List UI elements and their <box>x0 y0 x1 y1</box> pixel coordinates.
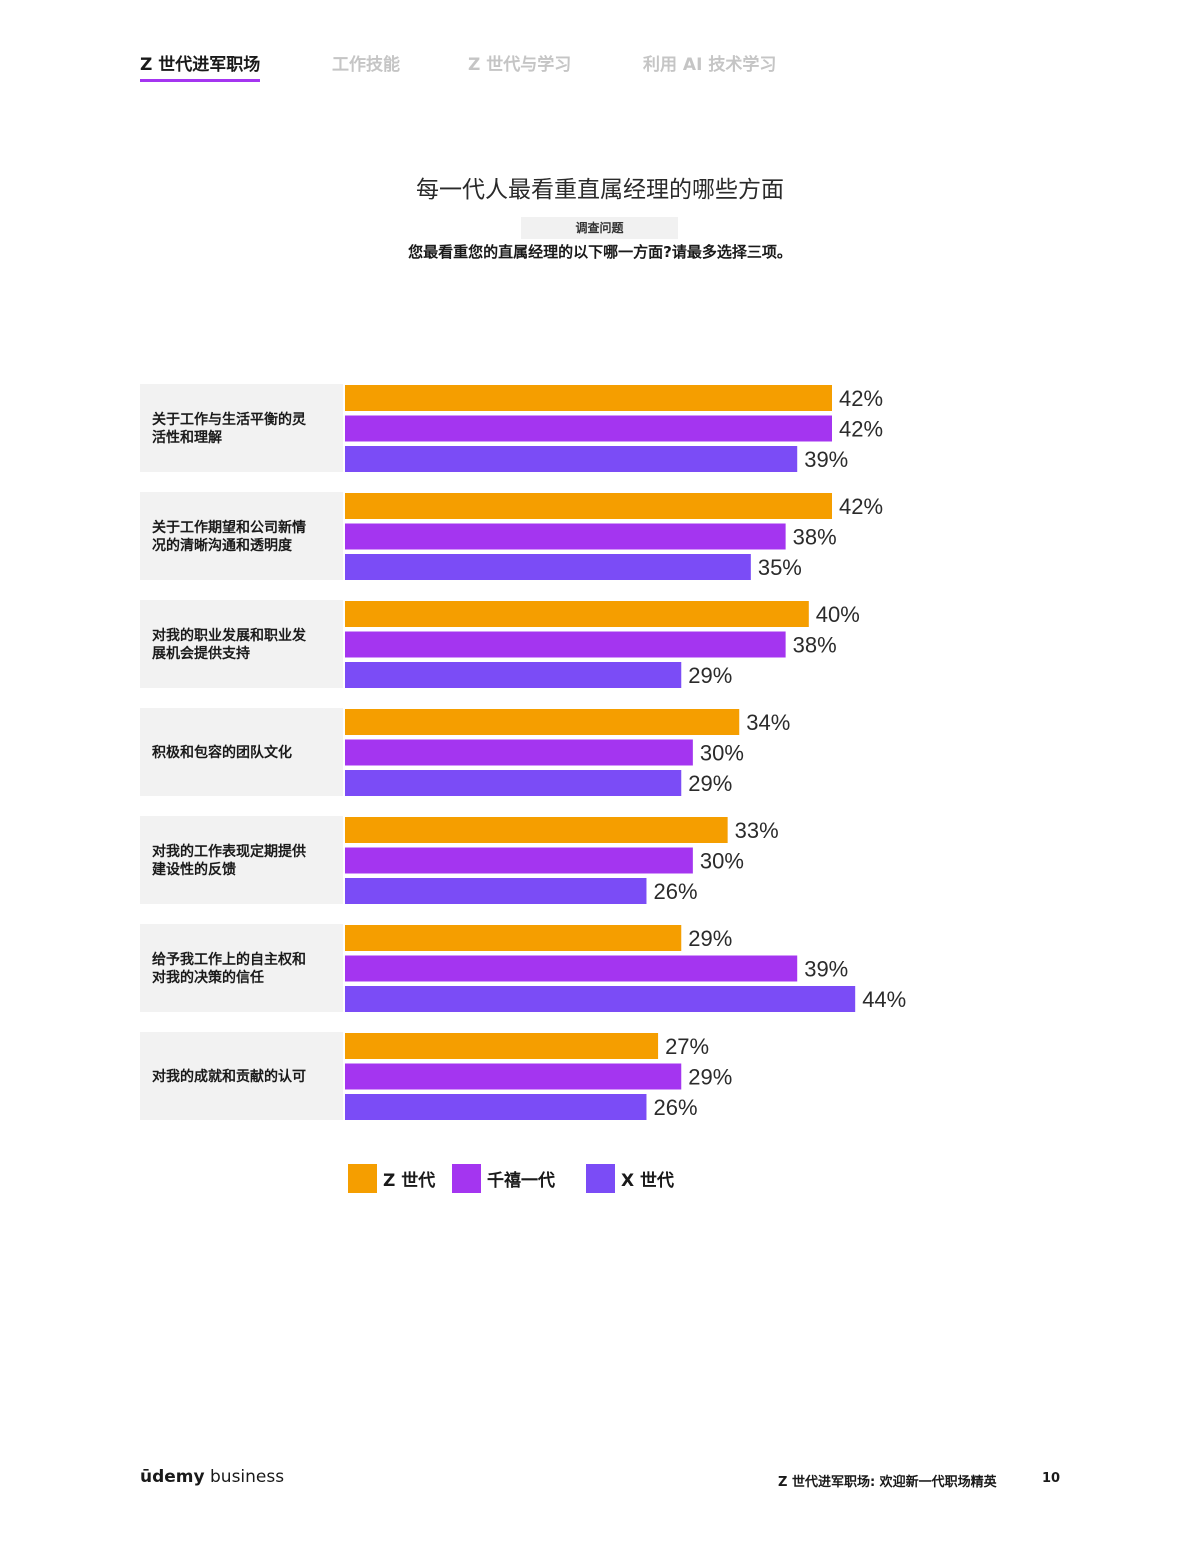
chart-title: 每一代人最看重直属经理的哪些方面 <box>416 177 784 203</box>
category-label: 对我的职业发展和职业发 <box>152 627 307 644</box>
category-label: 对我的成就和贡献的认可 <box>152 1068 306 1085</box>
logo-brand: ūdemy <box>140 1467 205 1487</box>
tab-ai-learning[interactable]: 利用 AI 技术学习 <box>643 55 777 75</box>
bar-millennial <box>345 1063 682 1090</box>
category-label-bg <box>140 600 343 688</box>
survey-question: 您最看重您的直属经理的以下哪一方面?请最多选择三项。 <box>408 243 792 261</box>
data-label-millennial: 29% <box>688 1065 732 1090</box>
legend-label-gen-x: X 世代 <box>621 1171 675 1191</box>
data-label-millennial: 39% <box>804 957 848 982</box>
category-label-bg <box>140 708 343 796</box>
category-label-bg <box>140 1032 343 1120</box>
category-label: 对我的决策的信任 <box>152 969 264 986</box>
data-label-millennial: 30% <box>700 849 744 874</box>
legend-swatch-gen-z <box>348 1164 377 1193</box>
category-label-bg <box>140 816 343 904</box>
category-label: 展机会提供支持 <box>152 645 250 662</box>
bar-gen-z <box>345 925 682 951</box>
category-label-bg <box>140 384 343 472</box>
bar-millennial <box>345 631 786 658</box>
data-label-millennial: 38% <box>793 633 837 658</box>
data-label-gen-x: 39% <box>804 447 848 472</box>
bar-gen-z <box>345 385 832 411</box>
data-label-gen-z: 42% <box>839 494 883 519</box>
bar-gen-z <box>345 1033 659 1059</box>
bar-gen-x <box>345 1094 647 1120</box>
bar-millennial <box>345 523 786 550</box>
udemy-business-logo: ūdemy business <box>140 1467 284 1487</box>
bar-gen-x <box>345 662 682 688</box>
data-label-gen-x: 35% <box>758 555 802 580</box>
legend-swatch-millennial <box>452 1164 481 1193</box>
data-label-gen-x: 26% <box>653 879 697 904</box>
question-tag: 调查问题 <box>521 217 678 239</box>
tab-work-skills[interactable]: 工作技能 <box>332 55 400 75</box>
category-label: 活性和理解 <box>152 429 222 446</box>
tab-gen-z-workplace[interactable]: Z 世代进军职场 <box>140 50 261 82</box>
category-label-bg <box>140 924 343 1012</box>
data-label-gen-z: 40% <box>816 602 860 627</box>
tab-gen-z-learning[interactable]: Z 世代与学习 <box>468 55 572 75</box>
data-label-gen-z: 34% <box>746 710 790 735</box>
bar-millennial <box>345 847 693 874</box>
bar-gen-x <box>345 554 751 580</box>
category-label: 积极和包容的团队文化 <box>152 744 292 761</box>
bar-gen-z <box>345 709 740 735</box>
page-number: 10 <box>1042 1471 1061 1486</box>
bar-millennial <box>345 955 798 982</box>
legend-swatch-gen-x <box>586 1164 615 1193</box>
bar-gen-z <box>345 817 728 843</box>
bar-gen-x <box>345 446 798 472</box>
footer-title: Z 世代进军职场: 欢迎新一代职场精英 <box>778 1475 997 1490</box>
category-label: 对我的工作表现定期提供 <box>152 843 306 860</box>
bar-millennial <box>345 415 832 442</box>
bar-gen-x <box>345 986 856 1012</box>
data-label-gen-z: 29% <box>688 926 732 951</box>
data-label-millennial: 30% <box>700 741 744 766</box>
data-label-gen-x: 44% <box>862 987 906 1012</box>
data-label-gen-x: 29% <box>688 663 732 688</box>
data-label-gen-x: 26% <box>653 1095 697 1120</box>
category-label: 况的清晰沟通和透明度 <box>152 537 293 554</box>
bar-gen-z <box>345 493 832 519</box>
legend-label-millennial: 千禧一代 <box>487 1171 555 1191</box>
data-label-gen-z: 42% <box>839 386 883 411</box>
category-label: 给予我工作上的自主权和 <box>152 951 306 968</box>
bar-gen-x <box>345 770 682 796</box>
data-label-millennial: 38% <box>793 525 837 550</box>
category-group: 对我的成就和贡献的认可 27% 29% 26% <box>140 1032 732 1120</box>
data-label-gen-z: 27% <box>665 1034 709 1059</box>
category-group: 积极和包容的团队文化 34%30% 29% <box>140 708 790 796</box>
bar-millennial <box>345 739 693 766</box>
category-label-bg <box>140 492 343 580</box>
legend-label-gen-z: Z 世代 <box>383 1171 436 1191</box>
data-label-millennial: 42% <box>839 417 883 442</box>
category-label: 关于工作期望和公司新情 <box>152 519 306 536</box>
bar-gen-z <box>345 601 809 627</box>
logo-suffix: business <box>204 1467 285 1487</box>
category-label: 建设性的反馈 <box>152 861 236 878</box>
data-label-gen-z: 33% <box>735 818 779 843</box>
bar-gen-x <box>345 878 647 904</box>
data-label-gen-x: 29% <box>688 771 732 796</box>
category-label: 关于工作与生活平衡的灵 <box>152 411 307 428</box>
